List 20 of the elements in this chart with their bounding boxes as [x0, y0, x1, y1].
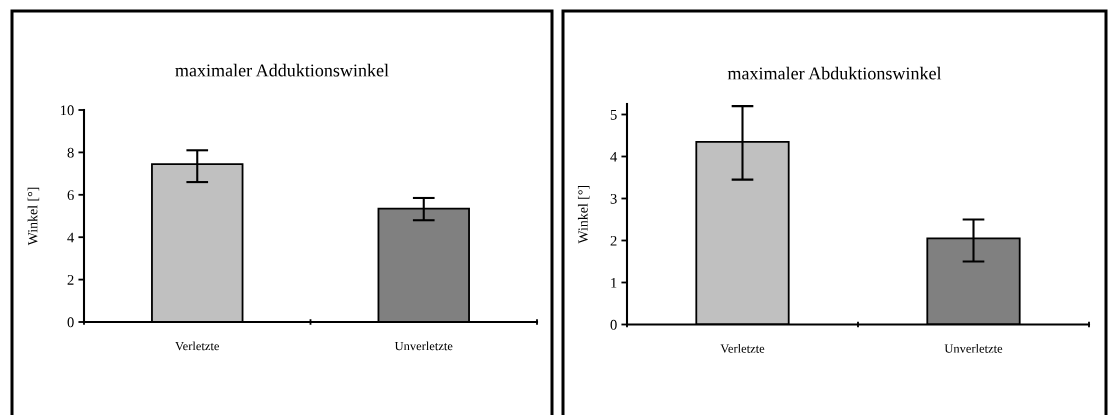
y-tick-label: 8 — [67, 147, 74, 158]
y-tick-label: 0 — [610, 319, 617, 330]
y-tick-label: 4 — [67, 232, 75, 243]
x-tick-label: Unverletzte — [944, 343, 1003, 353]
y-tick-label: 4 — [610, 151, 618, 162]
x-tick-label: Verletzte — [720, 343, 765, 353]
chart-title: maximaler Adduktionswinkel — [175, 63, 389, 77]
y-tick-label: 5 — [610, 110, 617, 120]
chart-title: maximaler Abduktionswinkel — [727, 66, 942, 80]
y-tick-label: 3 — [610, 193, 617, 204]
y-axis-title: Winkel [°] — [577, 185, 590, 244]
y-tick-label: 2 — [610, 235, 617, 246]
y-axis-title: Winkel [°] — [27, 187, 40, 246]
x-tick-label: Unverletzte — [394, 341, 453, 351]
y-tick-label: 0 — [67, 317, 74, 328]
x-tick-label: Verletzte — [175, 341, 220, 351]
y-tick-label: 10 — [60, 105, 74, 116]
y-tick-label: 1 — [611, 277, 617, 288]
y-tick-label: 2 — [67, 275, 74, 285]
y-tick-label: 6 — [67, 190, 74, 200]
